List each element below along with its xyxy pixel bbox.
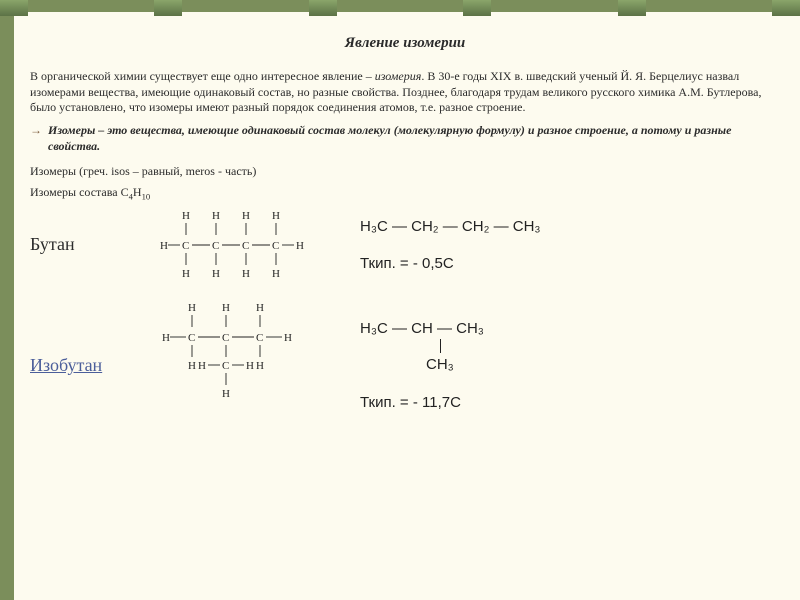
isobutane-structural-formula: HHH H C C C H H H C H H H bbox=[160, 301, 320, 431]
isobutane-name: Изобутан bbox=[30, 354, 120, 377]
definition-line: Изомеры – это вещества, имеющие одинаков… bbox=[30, 123, 780, 154]
strip-gap bbox=[772, 0, 800, 16]
svg-text:H: H bbox=[272, 210, 280, 222]
intro-term-isomeria: изомерия bbox=[375, 69, 422, 83]
isobutane-formula-top: H₃C — CH — CH₃ bbox=[360, 319, 484, 338]
butane-name: Бутан bbox=[30, 233, 120, 256]
intro-text-a: В органической химии существует еще одно… bbox=[30, 69, 375, 83]
etymology-line: Изомеры (греч. isos – равный, meros - ча… bbox=[30, 164, 780, 179]
strip-gap bbox=[618, 0, 646, 16]
strip-seg bbox=[646, 0, 772, 12]
butane-row: Бутан H H H H H C C C C H H H H H H₃C — CH₂ — … bbox=[30, 209, 780, 281]
butane-boiling-point: Ткип. = - 0,5С bbox=[360, 254, 541, 273]
svg-text:H: H bbox=[212, 268, 220, 280]
svg-text:C: C bbox=[188, 332, 195, 344]
slide-content: Явление изомерии В органической химии су… bbox=[30, 34, 780, 592]
svg-text:H: H bbox=[198, 360, 206, 372]
isomers-of-line: Изомеры состава С4H10 bbox=[30, 185, 780, 202]
intro-paragraph: В органической химии существует еще одно… bbox=[30, 69, 780, 115]
isobutane-bond-line bbox=[440, 339, 441, 353]
strip-seg bbox=[182, 0, 308, 12]
butane-line-formula: H₃C — CH₂ — CH₂ — CH₃ bbox=[360, 217, 541, 236]
svg-text:H: H bbox=[182, 268, 190, 280]
isomers-of-label: Изомеры состава С bbox=[30, 185, 129, 199]
isobutane-name-text: Изобутан bbox=[30, 355, 102, 375]
svg-text:C: C bbox=[272, 240, 279, 252]
svg-text:C: C bbox=[212, 240, 219, 252]
isobutane-line-formula: H₃C — CH — CH₃ CH₃ bbox=[360, 319, 461, 375]
butane-structural-formula: H H H H H C C C C H H H H H bbox=[160, 209, 320, 281]
svg-text:H: H bbox=[272, 268, 280, 280]
svg-text:H: H bbox=[188, 302, 196, 314]
strip-seg bbox=[491, 0, 617, 12]
slide-title: Явление изомерии bbox=[30, 34, 780, 53]
svg-text:H: H bbox=[256, 302, 264, 314]
svg-text:H: H bbox=[160, 240, 168, 252]
formula-h-sub: 10 bbox=[142, 192, 151, 202]
svg-text:H: H bbox=[188, 360, 196, 372]
strip-gap bbox=[463, 0, 491, 16]
svg-text:C: C bbox=[222, 360, 229, 372]
svg-text:H: H bbox=[256, 360, 264, 372]
strip-gap bbox=[154, 0, 182, 16]
butane-right-column: H₃C — CH₂ — CH₂ — CH₃ Ткип. = - 0,5С bbox=[360, 217, 541, 273]
isobutane-row: Изобутан HHH H C C C H H H C H H H bbox=[30, 301, 780, 431]
svg-text:C: C bbox=[256, 332, 263, 344]
left-decor-bar bbox=[0, 16, 14, 600]
svg-text:C: C bbox=[242, 240, 249, 252]
svg-text:C: C bbox=[182, 240, 189, 252]
svg-text:H: H bbox=[242, 268, 250, 280]
svg-text:H: H bbox=[182, 210, 190, 222]
svg-text:H: H bbox=[296, 240, 304, 252]
strip-gap bbox=[0, 0, 28, 16]
strip-seg bbox=[28, 0, 154, 12]
svg-text:H: H bbox=[162, 332, 170, 344]
isobutane-formula-bottom: CH₃ bbox=[426, 355, 454, 374]
top-decor-strip bbox=[0, 0, 800, 22]
isobutane-boiling-point: Ткип. = - 11,7С bbox=[360, 393, 461, 412]
svg-text:H: H bbox=[222, 388, 230, 400]
svg-text:H: H bbox=[242, 210, 250, 222]
strip-seg bbox=[337, 0, 463, 12]
svg-text:H: H bbox=[212, 210, 220, 222]
svg-text:H: H bbox=[246, 360, 254, 372]
svg-text:H: H bbox=[284, 332, 292, 344]
strip-gap bbox=[309, 0, 337, 16]
svg-text:H: H bbox=[222, 302, 230, 314]
formula-h: H bbox=[133, 185, 142, 199]
svg-text:C: C bbox=[222, 332, 229, 344]
isobutane-right-column: H₃C — CH — CH₃ CH₃ Ткип. = - 11,7С bbox=[360, 319, 461, 412]
